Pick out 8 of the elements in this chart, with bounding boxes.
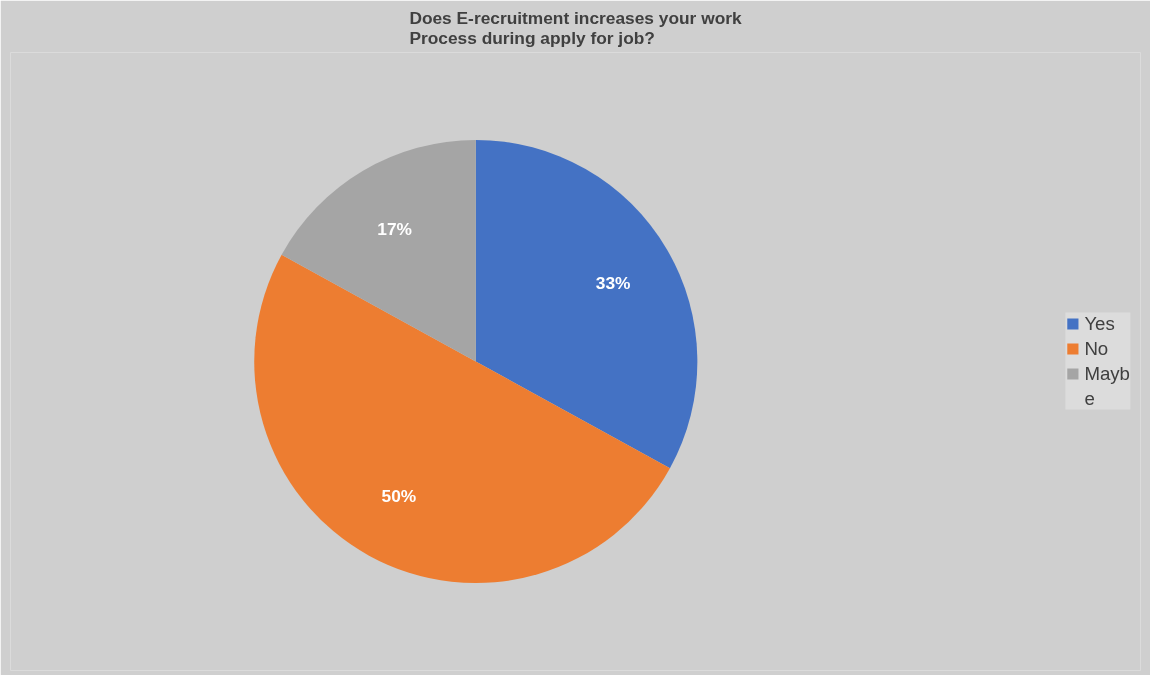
chart-title: Does E-recruitment increases your work Process during apply for job? xyxy=(409,7,742,48)
data-label: 33% xyxy=(595,273,631,294)
legend-label: Mayb xyxy=(1084,362,1130,385)
data-label: 17% xyxy=(377,219,412,240)
data-label: 50% xyxy=(381,485,417,506)
legend-label: Yes xyxy=(1084,312,1115,335)
category-label: e xyxy=(1084,387,1095,409)
legend-label: No xyxy=(1084,337,1109,360)
